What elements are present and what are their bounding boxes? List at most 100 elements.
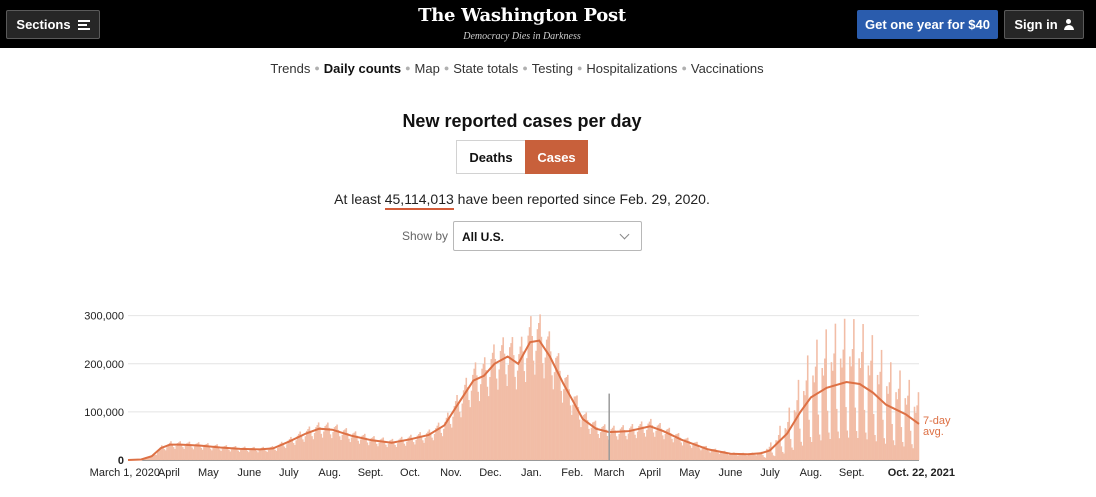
bar bbox=[527, 335, 530, 460]
bar bbox=[262, 446, 265, 460]
bar bbox=[444, 421, 446, 460]
bar bbox=[750, 453, 752, 460]
bar bbox=[307, 429, 309, 460]
bar bbox=[498, 369, 501, 460]
nav-item-hospitalizations[interactable]: Hospitalizations bbox=[586, 61, 678, 76]
bar bbox=[588, 428, 590, 460]
bar bbox=[626, 439, 628, 460]
bar bbox=[316, 425, 319, 460]
bar bbox=[224, 445, 226, 460]
bar bbox=[341, 434, 344, 460]
bar bbox=[623, 429, 626, 460]
nav-item-daily-counts[interactable]: Daily counts bbox=[323, 61, 402, 76]
bar bbox=[787, 421, 789, 460]
bar bbox=[246, 450, 249, 460]
bar bbox=[560, 390, 562, 460]
bar bbox=[882, 419, 884, 460]
bar bbox=[714, 448, 717, 460]
bar bbox=[767, 449, 769, 460]
bar bbox=[266, 452, 268, 460]
bar bbox=[694, 442, 697, 460]
bar bbox=[373, 436, 375, 460]
bar bbox=[462, 390, 465, 460]
bar bbox=[145, 458, 147, 460]
bar bbox=[715, 450, 718, 460]
bar bbox=[718, 453, 721, 460]
bar bbox=[705, 445, 707, 460]
masthead-logo[interactable]: The Washington Post Democracy Dies in Da… bbox=[398, 5, 646, 42]
nav-item-state-totals[interactable]: State totals bbox=[453, 61, 519, 76]
bar bbox=[539, 314, 541, 460]
bar bbox=[454, 401, 457, 460]
bar bbox=[332, 432, 334, 460]
bar bbox=[482, 363, 485, 460]
nav-item-map[interactable]: Map bbox=[414, 61, 440, 76]
bar bbox=[389, 440, 391, 460]
bar bbox=[216, 444, 218, 460]
bar bbox=[313, 432, 316, 460]
cases-toggle-button[interactable]: Cases bbox=[525, 140, 588, 174]
bar bbox=[822, 375, 825, 460]
bar bbox=[557, 353, 560, 460]
bar bbox=[207, 443, 209, 460]
bar bbox=[834, 323, 837, 460]
bar bbox=[249, 450, 251, 460]
bar bbox=[857, 437, 859, 460]
bar bbox=[391, 438, 394, 460]
bar bbox=[473, 368, 475, 460]
bar bbox=[201, 449, 204, 460]
bar bbox=[424, 437, 427, 460]
bar bbox=[632, 428, 635, 460]
bar bbox=[904, 398, 907, 460]
bar bbox=[390, 439, 392, 460]
bar bbox=[199, 444, 201, 460]
bar bbox=[486, 386, 489, 460]
bar bbox=[481, 368, 483, 460]
bar bbox=[400, 436, 403, 460]
bar bbox=[175, 445, 178, 460]
bar bbox=[429, 432, 432, 460]
bar bbox=[503, 353, 506, 460]
bar bbox=[835, 408, 838, 460]
bar bbox=[474, 362, 477, 460]
bar bbox=[241, 447, 243, 460]
bar bbox=[860, 351, 863, 460]
bar bbox=[841, 367, 843, 460]
bar bbox=[217, 446, 220, 460]
bar bbox=[646, 429, 648, 460]
bar bbox=[507, 364, 510, 460]
bar bbox=[458, 411, 461, 460]
bar bbox=[828, 432, 830, 460]
nav-item-trends[interactable]: Trends bbox=[270, 61, 311, 76]
region-select[interactable]: All U.S. bbox=[453, 221, 642, 251]
bar bbox=[627, 433, 630, 460]
bar bbox=[805, 380, 808, 460]
bar bbox=[279, 443, 282, 460]
bar bbox=[702, 446, 705, 460]
bar bbox=[263, 448, 266, 460]
bar bbox=[346, 432, 349, 460]
nav-item-vaccinations[interactable]: Vaccinations bbox=[690, 61, 764, 76]
sections-button[interactable]: Sections bbox=[6, 10, 100, 39]
bar bbox=[747, 454, 750, 460]
bar bbox=[237, 450, 239, 460]
bar bbox=[271, 446, 274, 460]
bar bbox=[614, 430, 617, 460]
bar bbox=[528, 327, 531, 460]
bar bbox=[170, 441, 172, 460]
bar bbox=[536, 329, 539, 460]
deaths-toggle-button[interactable]: Deaths bbox=[456, 140, 525, 174]
bar bbox=[611, 427, 614, 460]
bar bbox=[160, 445, 163, 460]
nav-item-testing[interactable]: Testing bbox=[531, 61, 573, 76]
bar bbox=[876, 374, 879, 460]
bar bbox=[412, 442, 415, 460]
bar bbox=[209, 448, 212, 460]
bar bbox=[859, 367, 862, 460]
bar bbox=[701, 448, 704, 460]
bar bbox=[520, 336, 523, 460]
sign-in-button[interactable]: Sign in bbox=[1004, 10, 1084, 39]
subscribe-button[interactable]: Get one year for $40 bbox=[857, 10, 998, 39]
bar bbox=[564, 377, 566, 460]
bar bbox=[603, 424, 606, 460]
